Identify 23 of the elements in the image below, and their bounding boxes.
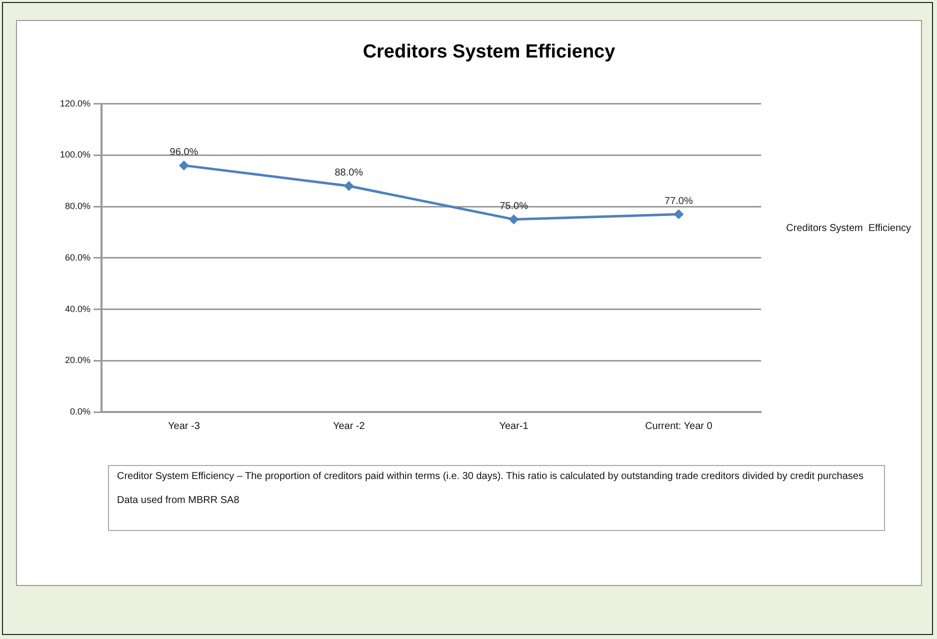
x-tick-label: Current: Year 0	[645, 420, 713, 432]
chart-title: Creditors System Efficiency	[362, 42, 616, 63]
data-label: 96.0%	[170, 147, 198, 158]
point	[178, 160, 189, 170]
text: Creditor System Efficiency – The proportion of creditors paid within terms (i.e. 30 days). This ratio is calculated by outstanding trade creditors divided by credit purchases	[117, 471, 864, 483]
y-tick-label: 0.0%	[70, 406, 91, 416]
text: Data used from MBRR SA8	[117, 495, 240, 507]
y-tick-label: 60.0%	[64, 252, 91, 262]
y-tick-label: 120.0%	[60, 98, 91, 108]
data-label: 75.0%	[500, 201, 528, 212]
data-label: 88.0%	[334, 168, 364, 179]
text: Creditors System Efficiency	[786, 222, 912, 234]
x-tick-label: Year -3	[168, 420, 200, 432]
data-label: 77.0%	[664, 196, 693, 207]
x-tick-label: Year -2	[332, 420, 366, 432]
point	[674, 209, 684, 220]
y-tick-label: 100.0%	[60, 150, 91, 160]
x-tick-label: Year-1	[499, 420, 529, 432]
point	[344, 180, 354, 191]
y-tick-label: 80.0%	[64, 201, 91, 212]
y-tick-label: 40.0%	[64, 304, 91, 314]
point	[508, 214, 519, 224]
y-tick-label: 20.0%	[64, 355, 91, 366]
